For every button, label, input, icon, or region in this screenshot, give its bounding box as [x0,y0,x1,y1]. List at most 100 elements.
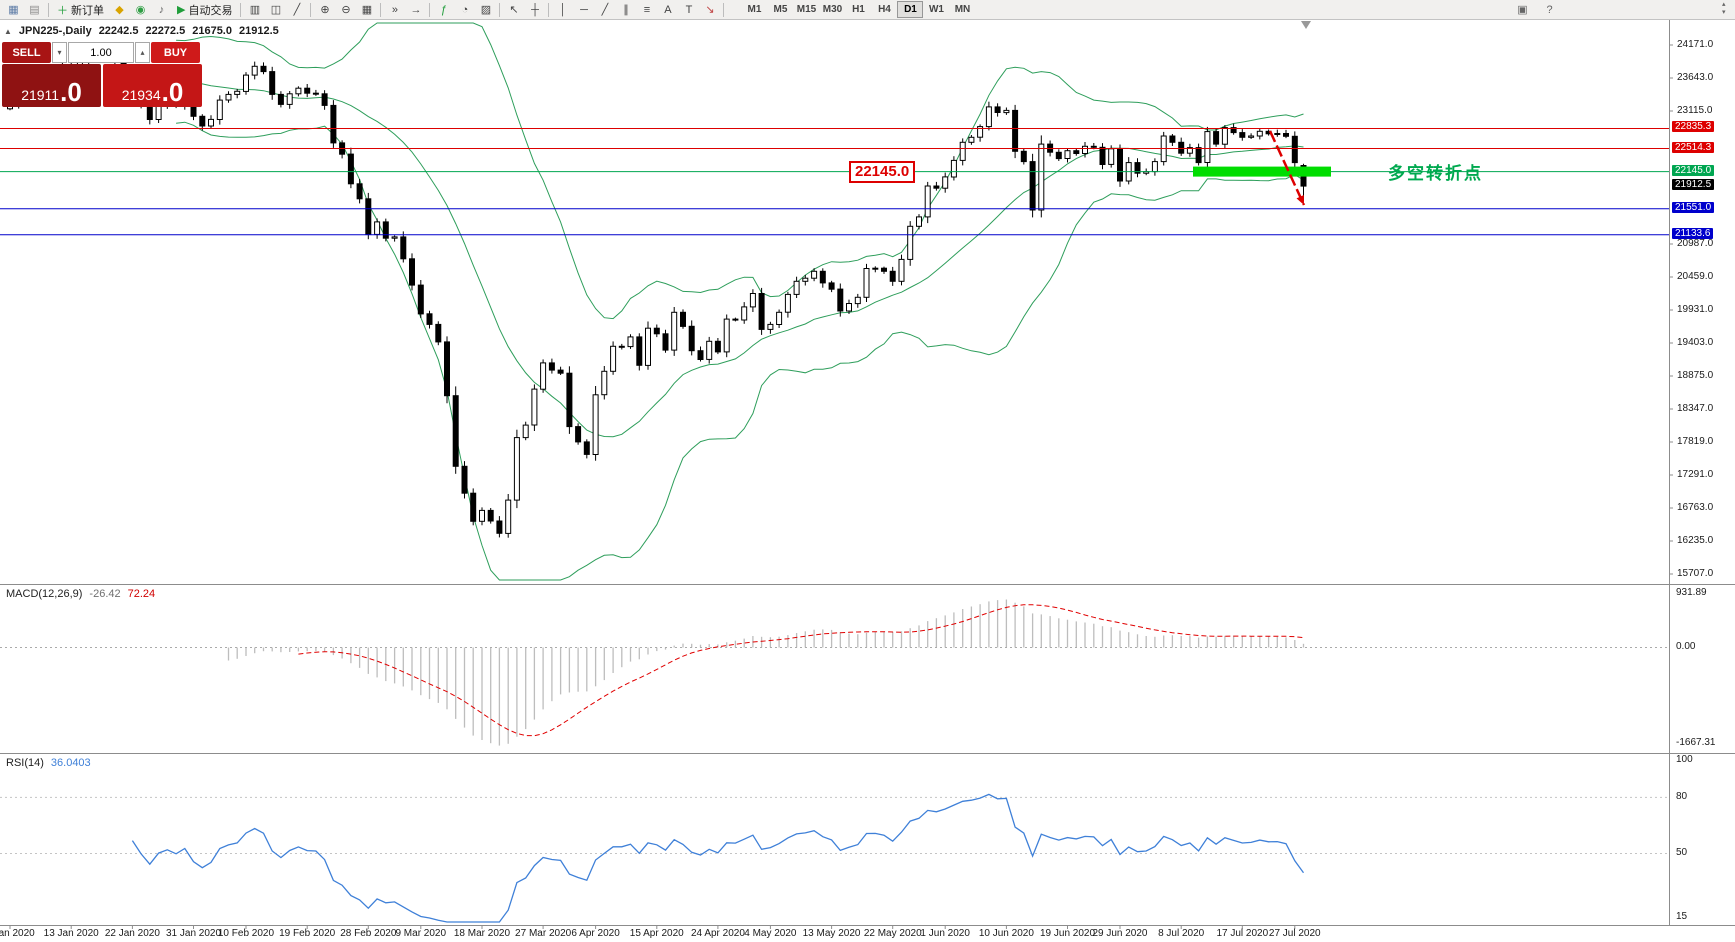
date-tick-label: 22 May 2020 [863,928,922,939]
help-icon[interactable]: ? [1546,4,1553,16]
macd-axis-zero: 0.00 [1676,641,1696,652]
green-zone-rectangle [1193,166,1331,177]
toolbar-overflow-down-icon: ▾ [1722,9,1726,16]
bar-chart-icon[interactable]: ▥ [244,2,265,18]
rsi-level-50-label: 50 [1676,847,1688,858]
crosshair-icon-glyph: ┼ [531,3,539,16]
buy-button[interactable]: BUY [151,42,200,63]
date-tick-label: 1 Jun 2020 [920,928,970,939]
date-tick-label: 22 Jan 2020 [104,928,160,939]
tile-windows-icon[interactable]: ▦ [356,2,377,18]
zoom-in-icon[interactable]: ⊕ [314,2,335,18]
macd-axis-min: -1667.31 [1676,737,1716,748]
auto-scroll-icon[interactable]: » [384,2,405,18]
data-window-icon[interactable]: ◉ [130,2,151,18]
toolbar-overflow-icon[interactable]: ▴ ▾ [1722,1,1726,17]
vertical-line-icon-glyph: │ [559,3,567,16]
volume-input[interactable] [68,42,134,63]
sell-button[interactable]: SELL [2,42,51,63]
tile-windows-icon-glyph: ▦ [361,3,373,16]
toolbar-overflow-up-icon: ▴ [1722,1,1726,8]
volume-increase-button[interactable]: ▴ [135,42,150,63]
macd-indicator-label: MACD(12,26,9) -26.42 72.24 [6,588,155,600]
date-tick-label: 13 Jan 2020 [43,928,99,939]
text-icon[interactable]: A [657,2,678,18]
price-tick-label: 23115.0 [1677,105,1713,116]
timeframe-h1[interactable]: H1 [852,4,865,15]
main-toolbar: ▦ ▤ ＋新订单 ◆ ◉ ♪ ▶ 自动交易 ▥ ◫ ╱ ⊕ ⊖ ▦» → ƒ ◔ ▨ ↖ ┼ │ ─ ╱ ∥ ≡ A T ↘ M1 M5 M… [0,0,1735,20]
autotrading-button[interactable]: ▶ 自动交易 [172,2,237,18]
chart-shift-icon[interactable]: → [405,2,426,18]
line-chart-icon-glyph: ╱ [293,3,301,16]
crosshair-icon[interactable]: ┼ [524,2,545,18]
candles [7,48,1307,538]
timeframe-d1[interactable]: D1 [897,1,924,18]
channel-icon[interactable]: ∥ [615,2,636,18]
chart-profiles-icon-glyph: ▤ [29,3,40,16]
timeframe-group: M1 M5 M15 M30 H1 H4 D1 W1 MN [741,1,975,18]
macd-axis-max: 931.89 [1676,587,1707,598]
trendline-icon[interactable]: ╱ [594,2,615,18]
chart-shift-icon-glyph: → [410,3,422,16]
candlestick-chart-icon[interactable]: ◫ [265,2,286,18]
timeframe-m30[interactable]: M30 [822,4,843,15]
timeframe-m15[interactable]: M15 [796,4,817,15]
line-chart-icon[interactable]: ╱ [286,2,307,18]
vertical-line-icon[interactable]: │ [552,2,573,18]
date-axis[interactable]: 2 Jan 2020 13 Jan 2020 22 Jan 2020 31 Jan 2… [0,928,1670,942]
timeframe-w1[interactable]: W1 [928,4,944,15]
economic-calendar-icon[interactable]: ◆ [109,2,130,18]
buy-price-button[interactable]: 21934.0 [103,64,202,107]
cursor-icon-glyph: ↖ [509,3,519,16]
sell-price-button[interactable]: 21911.0 [2,64,101,107]
date-tick-label: 27 Mar 2020 [515,928,572,939]
date-tick-label: 17 Jul 2020 [1216,928,1269,939]
new-chart-icon[interactable]: ▦ [3,2,24,18]
price-tick-label: 17819.0 [1677,436,1714,447]
zoom-out-icon[interactable]: ⊖ [335,2,356,18]
volume-decrease-button[interactable]: ▾ [52,42,67,63]
macd-main-value: -26.42 [89,588,121,600]
date-tick-label: 10 Jun 2020 [978,928,1034,939]
label-icon[interactable]: T [678,2,699,18]
timeframe-mn[interactable]: MN [954,4,971,15]
toolbar-separator [240,2,242,17]
price-tick-label: 20459.0 [1677,271,1714,282]
toolbar-separator [723,2,725,17]
toolbar-separator [380,2,382,17]
toolbar-right-icons: ▣? [1512,2,1560,18]
timeframe-m1[interactable]: M1 [747,4,762,15]
price-tick-label: 23643.0 [1677,72,1714,83]
indicators-icon[interactable]: ƒ [433,2,454,18]
date-tick-label: 2 Jan 2020 [0,928,35,939]
timeframe-h4[interactable]: H4 [878,4,891,15]
horizontal-line-icon-glyph: ─ [580,3,588,16]
toolbar-separator [548,2,550,17]
chart-profiles-icon[interactable]: ▤ [24,2,45,18]
price-axis[interactable]: 24171.0 23643.0 23115.0 20987.0 20459.0 19931… [1670,20,1734,926]
macd-name: MACD(12,26,9) [6,588,83,600]
horizontal-line-icon[interactable]: ─ [573,2,594,18]
templates-icon[interactable]: ▨ [475,2,496,18]
data-window-icon-glyph: ◉ [135,3,146,16]
ohlc-close: 21912.5 [238,25,279,37]
docking-icon[interactable]: ▣ [1517,4,1528,16]
rsi-name: RSI(14) [6,757,44,769]
one-click-collapse-icon[interactable]: ▲ [4,26,12,36]
timeframe-m5[interactable]: M5 [773,4,788,15]
rsi-indicator-label: RSI(14) 36.0403 [6,757,91,769]
indicators-icon-glyph: ƒ [440,3,448,16]
fibonacci-icon[interactable]: ≡ [636,2,657,18]
ohlc-open: 22242.5 [98,25,139,37]
macd-signal-line [298,604,1304,737]
periods-icon-glyph: ◔ [461,3,469,16]
new-order-button[interactable]: ＋新订单 [52,2,109,18]
arrows-icon[interactable]: ↘ [699,2,720,18]
turning-point-label: 多空转折点 [1388,164,1483,183]
price-level-label-21551.0: 21551.0 [1672,201,1715,213]
new-chart-icon-glyph: ▦ [8,3,19,16]
symbol-title: JPN225-,Daily [18,25,92,37]
periods-icon[interactable]: ◔ [454,2,475,18]
cursor-icon[interactable]: ↖ [503,2,524,18]
sounds-icon[interactable]: ♪ [151,2,172,18]
